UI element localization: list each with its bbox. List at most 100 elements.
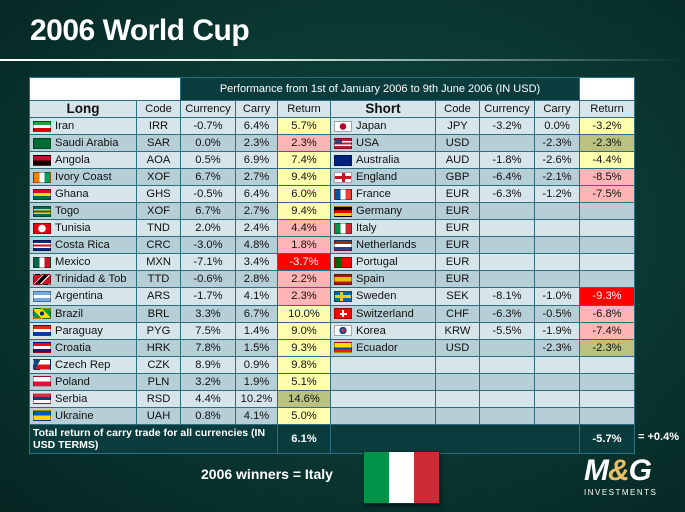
long-country: Ivory Coast — [29, 168, 137, 187]
long-currency: 3.3% — [180, 304, 236, 323]
short-carry: -2.1% — [533, 168, 581, 187]
table-row: Togo XOF 6.7% 2.7% 9.4% Germany EUR — [29, 202, 636, 221]
ecuador-flag-icon — [334, 342, 352, 354]
short-return: -3.2% — [579, 116, 636, 136]
long-currency: 2.0% — [180, 219, 236, 238]
long-country-name: Argentina — [55, 290, 103, 303]
short-code: EUR — [435, 202, 480, 221]
long-code: CZK — [136, 355, 181, 374]
long-code: RSD — [136, 389, 181, 408]
title-rule — [0, 59, 685, 61]
long-code: ARS — [136, 287, 181, 306]
short-code: EUR — [435, 219, 480, 238]
logo-wordmark: M&G — [584, 454, 652, 487]
short-carry: 0.0% — [533, 116, 581, 136]
long-carry: 2.4% — [235, 219, 278, 238]
long-currency: -3.0% — [180, 236, 236, 255]
short-return — [579, 253, 636, 272]
column-header-row: Long Code Currency Carry Return Short Co… — [29, 100, 636, 118]
short-carry — [533, 236, 581, 255]
long-carry: 6.7% — [235, 304, 278, 323]
long-carry: 4.1% — [235, 406, 278, 425]
long-country-name: Serbia — [55, 392, 88, 405]
long-currency: -1.7% — [180, 287, 236, 306]
long-code: TND — [136, 219, 181, 238]
long-carry: 6.4% — [235, 116, 278, 136]
table-row: Brazil BRL 3.3% 6.7% 10.0% Switzerland CHF -6.3… — [29, 304, 636, 323]
short-country-name: Ecuador — [356, 341, 398, 354]
long-code: MXN — [136, 253, 181, 272]
croatia-flag-icon — [33, 342, 51, 354]
short-currency: -6.3% — [479, 185, 535, 204]
long-code: CRC — [136, 236, 181, 255]
short-carry: -1.0% — [533, 287, 581, 306]
short-country: Spain — [330, 270, 436, 289]
long-return: 2.2% — [277, 270, 331, 289]
ivory-coast-flag-icon — [33, 171, 51, 183]
table-row: Angola AOA 0.5% 6.9% 7.4% Australia AUD -1.8% -2… — [29, 151, 636, 170]
short-code: EUR — [435, 253, 480, 272]
long-currency: 0.5% — [180, 151, 236, 170]
short-carry: -0.5% — [533, 304, 581, 323]
short-carry — [533, 270, 581, 289]
header-long: Long — [29, 100, 137, 118]
short-empty-cell — [330, 355, 436, 374]
italy-flag-icon — [364, 452, 439, 503]
short-carry: -1.2% — [533, 185, 581, 204]
paraguay-flag-icon — [33, 325, 51, 337]
long-country-name: Brazil — [55, 307, 83, 320]
long-code: HRK — [136, 338, 181, 357]
table-row: Ukraine UAH 0.8% 4.1% 5.0% — [29, 406, 636, 425]
short-country: Switzerland — [330, 304, 436, 323]
long-return: 2.3% — [277, 134, 331, 153]
short-code: KRW — [435, 321, 480, 340]
short-carry: -1.9% — [533, 321, 581, 340]
header-long-carry: Carry — [235, 100, 278, 118]
short-carry — [533, 219, 581, 238]
germany-flag-icon — [334, 205, 352, 217]
trinidad-tobago-flag-icon — [33, 273, 51, 285]
short-empty-cell — [579, 372, 636, 391]
long-code: GHS — [136, 185, 181, 204]
short-country-name: Germany — [356, 205, 403, 218]
header-short-code: Code — [435, 100, 480, 118]
long-country-name: Iran — [55, 120, 75, 133]
slide-title: 2006 World Cup — [30, 14, 250, 47]
long-code: UAH — [136, 406, 181, 425]
france-flag-icon — [334, 188, 352, 200]
short-code: AUD — [435, 151, 480, 170]
short-empty-cell — [479, 389, 535, 408]
costa-rica-flag-icon — [33, 239, 51, 251]
short-country-name: Switzerland — [356, 307, 414, 320]
long-country-name: Paraguay — [55, 324, 103, 337]
mexico-flag-icon — [33, 256, 51, 268]
long-carry: 10.2% — [235, 389, 278, 408]
long-country: Togo — [29, 202, 137, 221]
long-country: Trinidad & Tob — [29, 270, 137, 289]
short-country: Sweden — [330, 287, 436, 306]
short-code: EUR — [435, 236, 480, 255]
italy-flag-stripe — [414, 452, 439, 503]
performance-table: Performance from 1st of January 2006 to … — [29, 77, 636, 454]
italy-flag-icon — [334, 222, 352, 234]
long-carry: 0.9% — [235, 355, 278, 374]
short-country: France — [330, 185, 436, 204]
short-code: USD — [435, 134, 480, 153]
long-carry: 6.4% — [235, 185, 278, 204]
long-country-name: Saudi Arabia — [55, 137, 119, 150]
short-empty-cell — [533, 406, 581, 425]
long-currency: -0.5% — [180, 185, 236, 204]
portugal-flag-icon — [334, 256, 352, 268]
short-carry — [533, 202, 581, 221]
sweden-flag-icon — [334, 291, 352, 303]
short-empty-cell — [533, 389, 581, 408]
short-return: -4.4% — [579, 151, 636, 170]
short-return — [579, 202, 636, 221]
italy-flag-stripe — [364, 452, 389, 503]
total-label: Total return of carry trade for all curr… — [29, 423, 278, 454]
long-carry: 2.7% — [235, 168, 278, 187]
long-carry: 2.7% — [235, 202, 278, 221]
header-long-currency: Currency — [180, 100, 236, 118]
header-short-return: Return — [579, 100, 636, 118]
switzerland-flag-icon — [334, 308, 352, 320]
